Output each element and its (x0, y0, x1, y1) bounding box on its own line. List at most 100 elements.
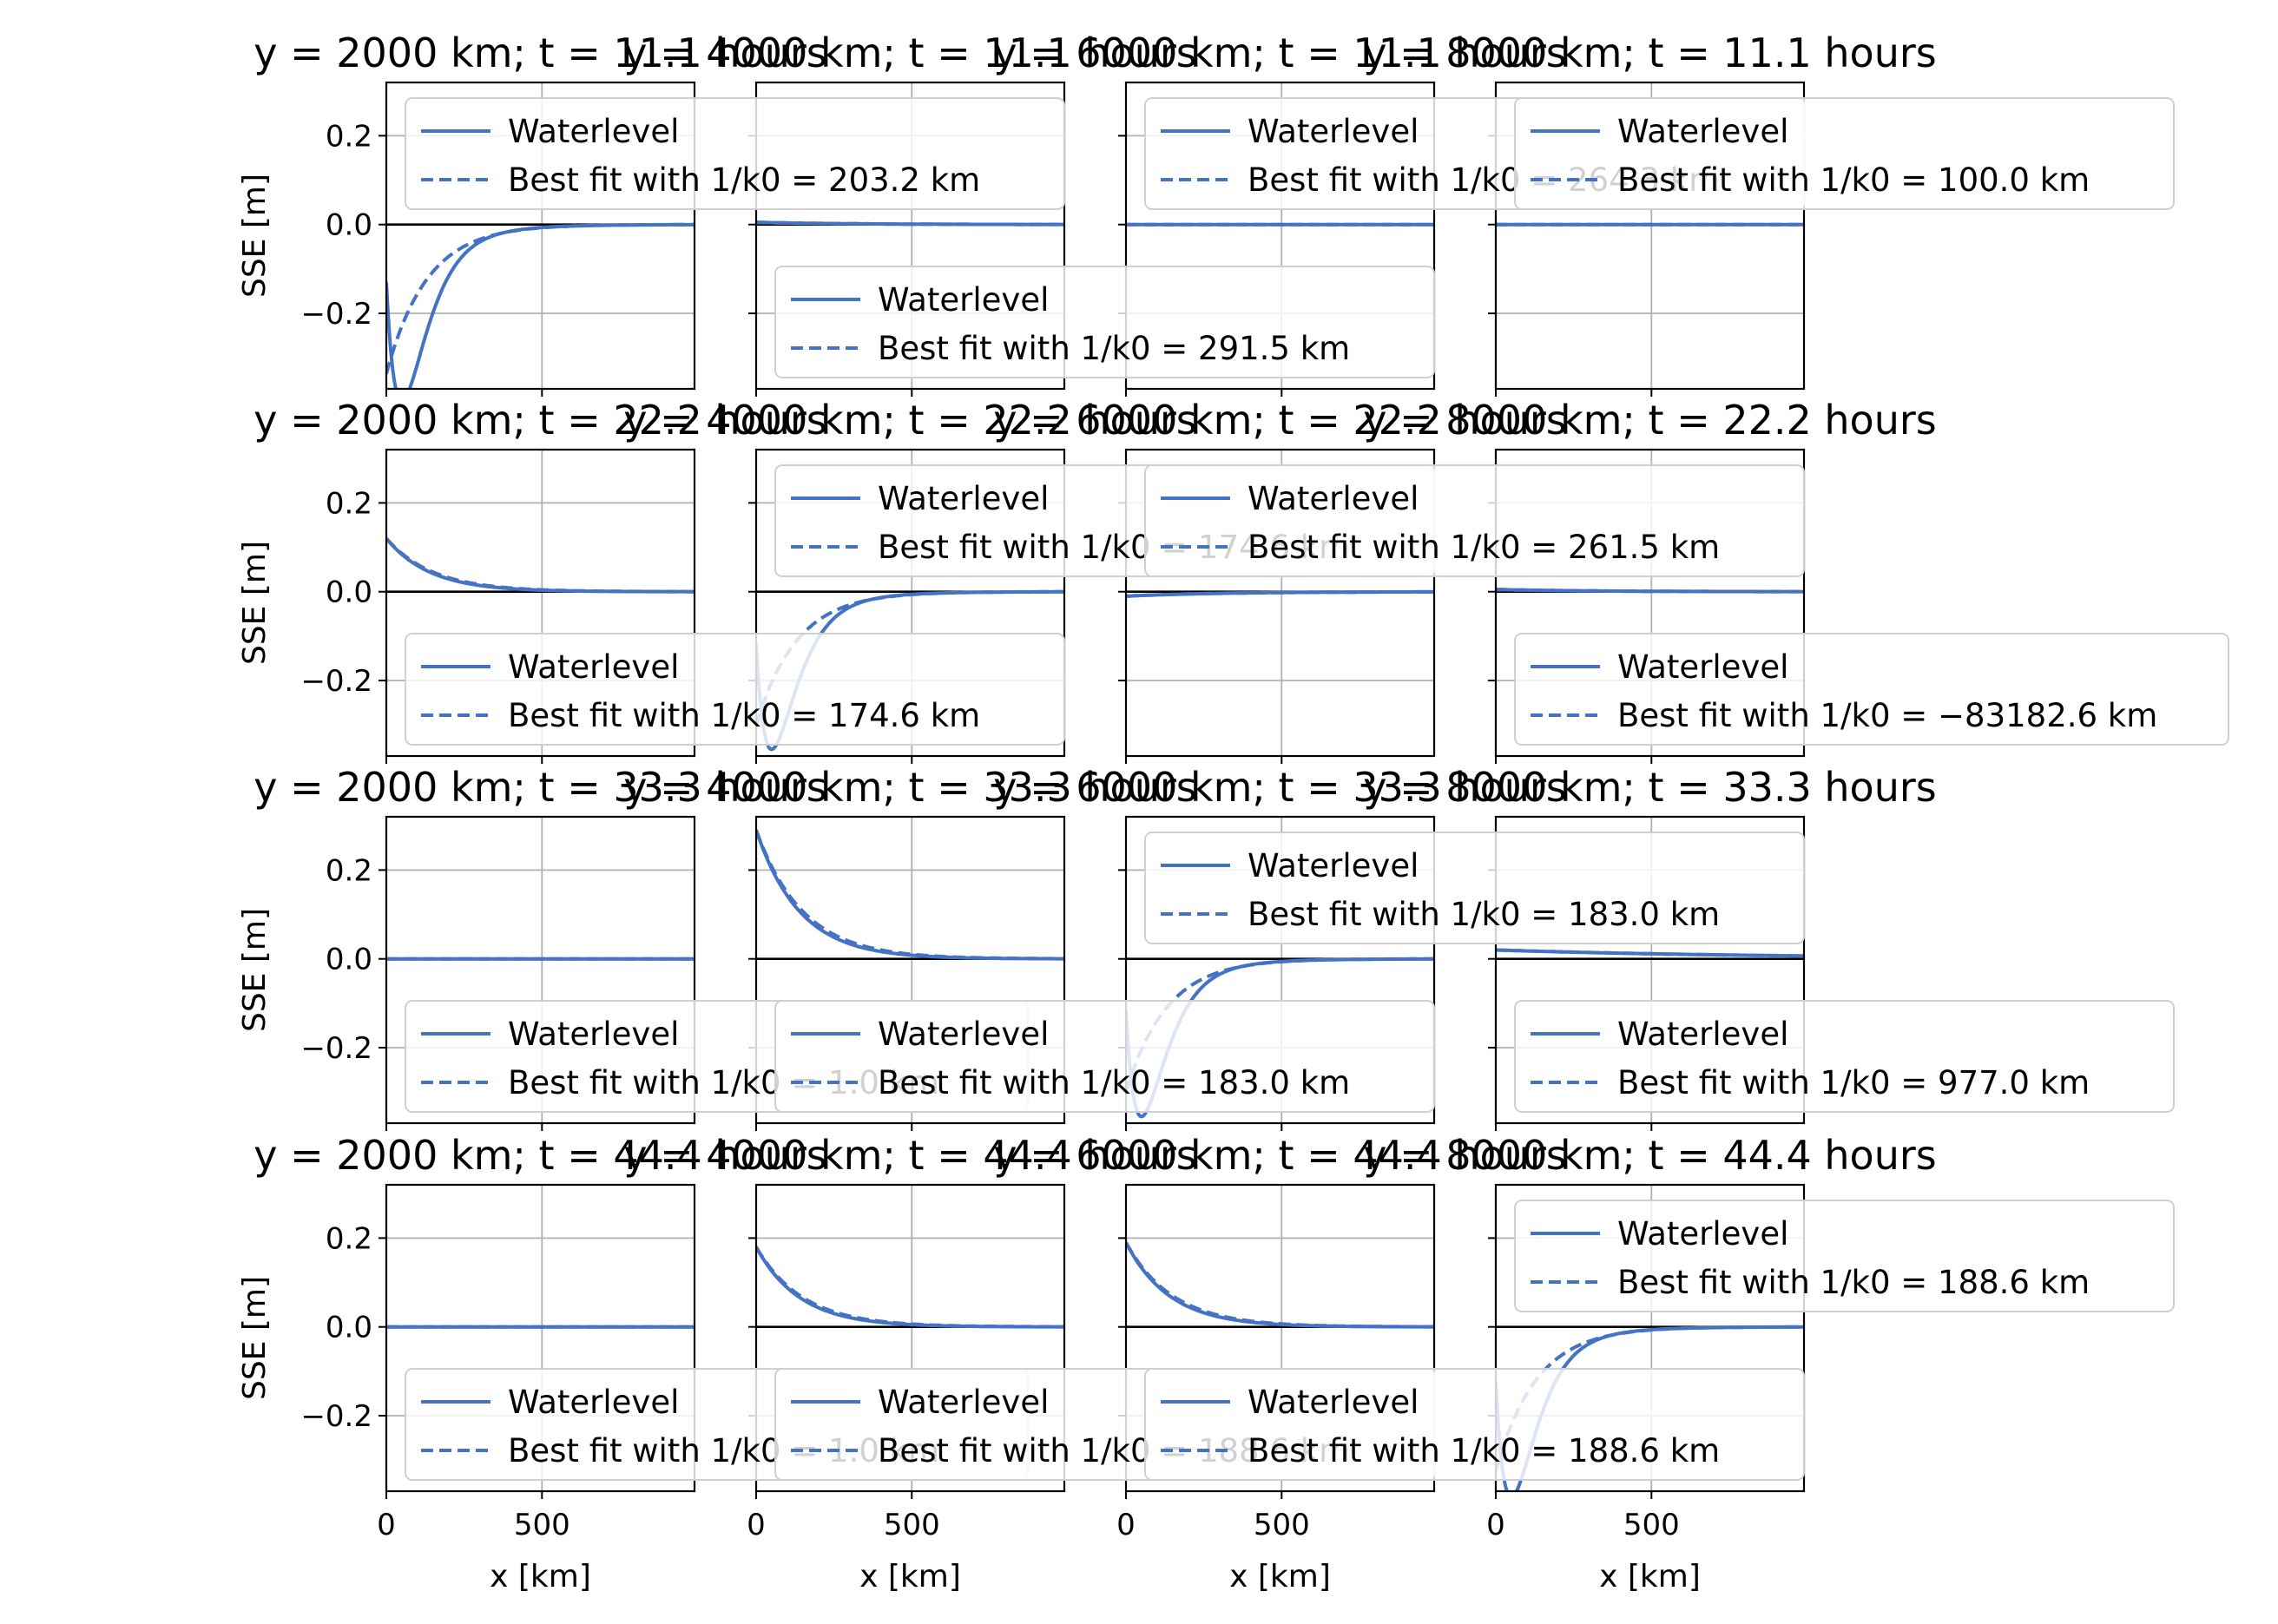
axes-frame (754, 81, 1066, 391)
subplot-title: y = 6000 km; t = 22.2 hours (993, 397, 1566, 444)
y-tick-label: 0.2 (326, 486, 372, 521)
legend-box (774, 1000, 1435, 1113)
legend-label-best-fit: Best fit with 1/k0 = 203.2 km (508, 161, 980, 199)
subplot-title: y = 6000 km; t = 11.1 hours (993, 30, 1566, 76)
legend: Waterlevel Best fit with 1/k0 = 188.6 km (1514, 1200, 2175, 1312)
y-axis-label: SSE [m] (237, 541, 273, 665)
best-fit-line (1126, 957, 1434, 1093)
subplot: 0 500 x [km] y = 6000 km; t = 44.4 hours (993, 1132, 1566, 1594)
series-group (756, 829, 1064, 961)
subplot-title: y = 4000 km; t = 22.2 hours (623, 397, 1196, 444)
series-group (386, 222, 695, 389)
subplot-title: y = 8000 km; t = 44.4 hours (1363, 1132, 1936, 1179)
axes-frame (754, 815, 1066, 1125)
series-group (386, 536, 695, 594)
axes-frame (754, 448, 1066, 758)
subplot-title: y = 4000 km; t = 44.4 hours (623, 1132, 1196, 1179)
x-tick-label: 0 (747, 1508, 766, 1542)
x-axis-label: x [km] (1229, 1559, 1331, 1594)
legend-label-best-fit: Best fit with 1/k0 = 188.6 km (1248, 1432, 1720, 1469)
legend-box (405, 97, 1065, 210)
legend-box (1514, 1200, 2175, 1312)
legend: Waterlevel Best fit with 1/k0 = 291.5 km (774, 266, 1435, 378)
x-axis-label: x [km] (490, 1559, 591, 1594)
legend-label-waterlevel: Waterlevel (1617, 648, 1788, 686)
axes-frame (1494, 815, 1806, 1125)
x-axis-label: x [km] (859, 1559, 961, 1594)
legend-label-best-fit: Best fit with 1/k0 = 174.6 km (508, 697, 980, 734)
y-tick-label: 0.0 (326, 575, 372, 610)
legend: Waterlevel Best fit with 1/k0 = 100.0 km (1514, 97, 2175, 210)
axes-frame (1124, 448, 1436, 758)
subplot: y = 8000 km; t = 11.1 hours (1363, 30, 1937, 397)
y-tick-label: 0.0 (326, 943, 372, 977)
subplot-title: y = 8000 km; t = 11.1 hours (1363, 30, 1936, 76)
axes-frame (385, 1183, 696, 1493)
best-fit-line (1496, 948, 1804, 958)
x-tick-label: 0 (1116, 1508, 1136, 1542)
legend-label-waterlevel: Waterlevel (508, 648, 679, 686)
series-group (756, 220, 1064, 227)
legend-label-best-fit: Best fit with 1/k0 = 183.0 km (878, 1064, 1350, 1101)
waterlevel-line (756, 829, 1064, 961)
series-group (1126, 589, 1434, 598)
legend: Waterlevel Best fit with 1/k0 = 261.5 km (1144, 464, 1805, 577)
legend-label-waterlevel: Waterlevel (1617, 113, 1788, 150)
y-tick-label: 0.2 (326, 1221, 372, 1256)
legend-label-best-fit: Best fit with 1/k0 = 977.0 km (1617, 1064, 2090, 1101)
x-tick-label: 500 (1623, 1508, 1680, 1542)
legend-label-waterlevel: Waterlevel (878, 1016, 1049, 1053)
legend: Waterlevel Best fit with 1/k0 = 174.6 km (405, 633, 1065, 746)
legend-label-best-fit: Best fit with 1/k0 = 183.0 km (1248, 896, 1720, 933)
subplot-title: y = 2000 km; t = 22.2 hours (253, 397, 826, 444)
y-tick-label: −0.2 (300, 1399, 372, 1434)
x-tick-label: 500 (884, 1508, 940, 1542)
subplot: y = 6000 km; t = 11.1 hours (993, 30, 1567, 397)
best-fit-line (756, 829, 1064, 961)
subplot-title: y = 2000 km; t = 11.1 hours (253, 30, 826, 76)
axes-frame (754, 1183, 1066, 1493)
legend-box (1144, 832, 1805, 944)
subplot-title: y = 2000 km; t = 33.3 hours (253, 764, 826, 811)
subplot-title: y = 2000 km; t = 44.4 hours (253, 1132, 826, 1179)
best-fit-line (1496, 588, 1804, 594)
subplot-title: y = 8000 km; t = 33.3 hours (1363, 764, 1936, 811)
subplot: 0.2 0.0 −0.2 SSE [m] y = 2000 km; t = 22.2 h… (237, 397, 827, 764)
y-axis-label: SSE [m] (237, 174, 273, 298)
x-tick-label: 500 (1254, 1508, 1310, 1542)
subplot-title: y = 6000 km; t = 33.3 hours (993, 764, 1566, 811)
legend-box (1144, 1368, 1805, 1481)
legend-label-waterlevel: Waterlevel (508, 1384, 679, 1421)
legend-label-waterlevel: Waterlevel (508, 1016, 679, 1053)
legend-box (774, 266, 1435, 378)
axes-frame (385, 448, 696, 758)
legend-label-waterlevel: Waterlevel (878, 480, 1049, 517)
y-axis-label: SSE [m] (237, 908, 273, 1032)
subplot: y = 8000 km; t = 22.2 hours (1363, 397, 1937, 764)
legend-box (1514, 1000, 2175, 1113)
legend-label-waterlevel: Waterlevel (878, 281, 1049, 319)
x-tick-label: 0 (1486, 1508, 1505, 1542)
legend-box (405, 633, 1065, 746)
legend-label-best-fit: Best fit with 1/k0 = 100.0 km (1617, 161, 2090, 199)
legend-label-waterlevel: Waterlevel (1617, 1016, 1788, 1053)
legend-label-waterlevel: Waterlevel (1248, 847, 1419, 884)
subplot: 0 500 x [km] y = 4000 km; t = 44.4 hours (623, 1132, 1196, 1594)
legend: Waterlevel Best fit with 1/k0 = 183.0 km (1144, 832, 1805, 944)
axes-frame (1494, 448, 1806, 758)
axes-frame (385, 81, 696, 391)
subplot: y = 8000 km; t = 33.3 hours (1363, 764, 1937, 1131)
legend-label-waterlevel: Waterlevel (1248, 480, 1419, 517)
waterlevel-line (386, 537, 695, 594)
best-fit-line (1496, 1325, 1804, 1472)
best-fit-line (386, 536, 695, 594)
y-tick-label: −0.2 (300, 297, 372, 332)
legend-label-best-fit: Best fit with 1/k0 = 261.5 km (1248, 529, 1720, 566)
x-tick-label: 0 (377, 1508, 396, 1542)
y-tick-label: −0.2 (300, 664, 372, 699)
subplot: y = 6000 km; t = 22.2 hours (993, 397, 1567, 764)
legend: Waterlevel Best fit with 1/k0 = 203.2 km (405, 97, 1065, 210)
series-group (756, 1246, 1064, 1329)
x-tick-label: 500 (514, 1508, 570, 1542)
y-axis-label: SSE [m] (237, 1276, 273, 1400)
